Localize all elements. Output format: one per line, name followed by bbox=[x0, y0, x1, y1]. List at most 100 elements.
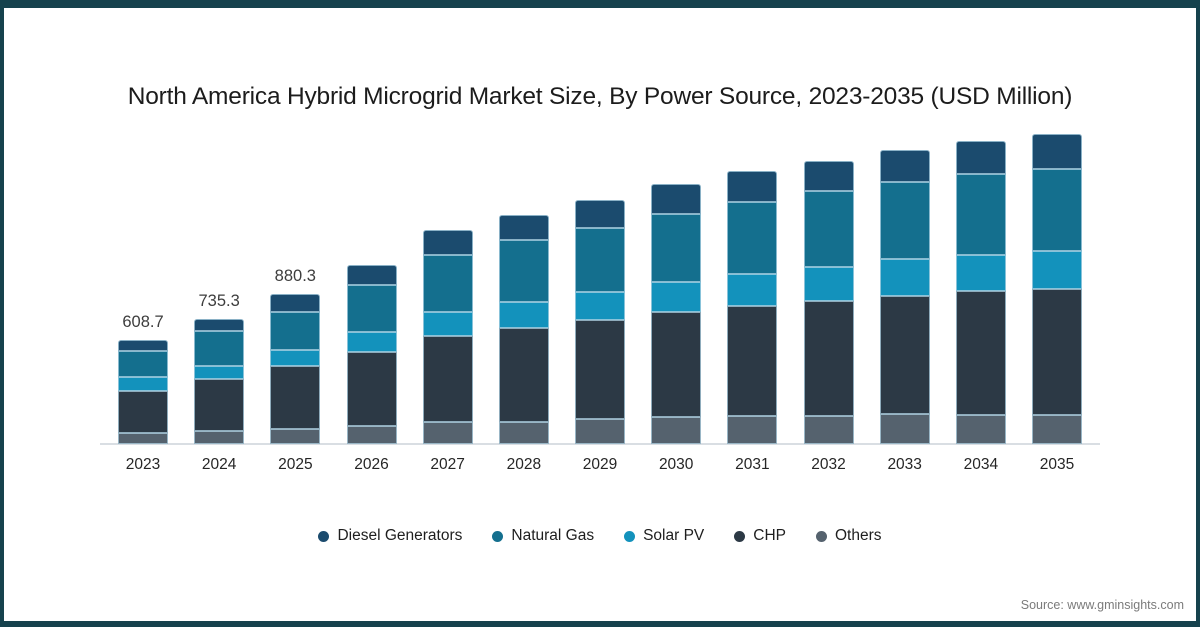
bar-segment-solar-pv-2035 bbox=[1032, 251, 1083, 289]
bar-segment-solar-pv-2023 bbox=[118, 376, 168, 392]
bar-segment-solar-pv-2030 bbox=[651, 282, 702, 313]
bar-segment-solar-pv-2034 bbox=[955, 254, 1006, 292]
legend: Diesel Generators Natural Gas Solar PV CHP O… bbox=[0, 527, 1200, 545]
legend-swatch-icon-solar-pv bbox=[624, 530, 636, 542]
bar-segment-diesel-generators-2031 bbox=[727, 171, 778, 202]
x-axis-label-2032: 2032 bbox=[811, 456, 846, 473]
bar-segment-diesel-generators-2034 bbox=[955, 141, 1006, 174]
bar-segment-solar-pv-2024 bbox=[194, 365, 245, 380]
bar-segment-chp-2028 bbox=[498, 328, 549, 423]
bar-segment-others-2029 bbox=[575, 418, 626, 444]
legend-swatch-icon-diesel-generators bbox=[318, 530, 330, 542]
bar-segment-others-2025 bbox=[270, 429, 321, 444]
bar-segment-chp-2030 bbox=[651, 312, 702, 418]
x-axis-label-2035: 2035 bbox=[1039, 456, 1075, 473]
chart-title: North America Hybrid Microgrid Market Si… bbox=[127, 83, 1073, 110]
x-axis-label-2030: 2030 bbox=[658, 456, 694, 473]
legend-label-diesel-generators: Diesel Generators bbox=[337, 527, 463, 544]
bar-segment-others-2028 bbox=[498, 422, 549, 444]
legend-item-chp: CHP bbox=[734, 527, 786, 545]
bar-segment-diesel-generators-2032 bbox=[803, 160, 854, 192]
bar-segment-natural-gas-2024 bbox=[194, 330, 245, 366]
x-axis-label-2023: 2023 bbox=[125, 456, 161, 473]
bar-segment-diesel-generators-2030 bbox=[651, 184, 702, 215]
bar-segment-diesel-generators-2035 bbox=[1032, 133, 1083, 169]
bar-segment-others-2027 bbox=[422, 422, 473, 444]
bar-segment-solar-pv-2027 bbox=[422, 311, 473, 337]
x-axis-line bbox=[100, 443, 1100, 445]
legend-item-diesel-generators: Diesel Generators bbox=[318, 527, 462, 545]
bar-segment-others-2034 bbox=[955, 414, 1006, 444]
legend-label-natural-gas: Natural Gas bbox=[511, 527, 595, 544]
bar-segment-natural-gas-2032 bbox=[803, 191, 854, 267]
bar-segment-diesel-generators-2033 bbox=[879, 149, 930, 183]
bar-segment-chp-2025 bbox=[270, 366, 321, 429]
bar-segment-chp-2024 bbox=[194, 379, 245, 431]
bar-segment-chp-2023 bbox=[118, 391, 168, 433]
bar-segment-natural-gas-2023 bbox=[118, 350, 168, 377]
bar-segment-others-2030 bbox=[651, 417, 702, 444]
bar-segment-solar-pv-2033 bbox=[879, 258, 930, 296]
legend-swatch-icon-others bbox=[816, 530, 827, 542]
legend-label-solar-pv: Solar PV bbox=[643, 527, 705, 544]
bar-segment-solar-pv-2025 bbox=[270, 349, 321, 367]
bar-segment-natural-gas-2035 bbox=[1032, 168, 1083, 252]
x-axis-label-2033: 2033 bbox=[887, 456, 922, 473]
legend-item-others: Others bbox=[816, 527, 882, 545]
bar-segment-natural-gas-2030 bbox=[651, 214, 702, 283]
bar-segment-others-2035 bbox=[1032, 414, 1083, 444]
bar-segment-natural-gas-2027 bbox=[422, 254, 473, 312]
legend-label-others: Others bbox=[835, 527, 882, 544]
total-value-label-2024: 735.3 bbox=[198, 291, 240, 310]
legend-swatch-icon-natural-gas bbox=[492, 530, 504, 542]
bar-segment-diesel-generators-2026 bbox=[346, 265, 397, 286]
bar-segment-others-2031 bbox=[727, 415, 778, 444]
bar-segment-natural-gas-2025 bbox=[270, 312, 321, 350]
x-axis-label-2031: 2031 bbox=[735, 456, 770, 473]
bar-segment-chp-2035 bbox=[1032, 288, 1083, 415]
bar-segment-natural-gas-2031 bbox=[727, 201, 778, 274]
bar-segment-chp-2027 bbox=[422, 336, 473, 423]
total-value-label-2025: 880.3 bbox=[274, 267, 316, 286]
x-axis-label-2025: 2025 bbox=[278, 456, 313, 473]
bar-segment-diesel-generators-2028 bbox=[498, 214, 549, 240]
bar-segment-chp-2029 bbox=[575, 319, 626, 419]
bar-segment-diesel-generators-2029 bbox=[575, 199, 626, 228]
bar-segment-chp-2034 bbox=[955, 291, 1006, 415]
legend-item-natural-gas: Natural Gas bbox=[492, 527, 594, 545]
bar-segment-natural-gas-2028 bbox=[498, 239, 549, 302]
x-axis-label-2026: 2026 bbox=[354, 456, 389, 473]
bar-segment-solar-pv-2031 bbox=[727, 273, 778, 306]
bar-segment-solar-pv-2032 bbox=[803, 266, 854, 302]
bar-segment-others-2023 bbox=[118, 432, 168, 444]
source-attribution: Source: www.gminsights.com bbox=[1020, 598, 1184, 612]
bar-segment-others-2024 bbox=[194, 430, 245, 444]
bar-segment-natural-gas-2033 bbox=[879, 182, 930, 259]
x-axis-label-2024: 2024 bbox=[201, 456, 237, 473]
bar-segment-diesel-generators-2023 bbox=[118, 340, 168, 351]
bar-segment-others-2026 bbox=[346, 425, 397, 444]
total-value-label-2023: 608.7 bbox=[122, 313, 164, 332]
legend-swatch-icon-chp bbox=[734, 530, 746, 542]
bar-segment-others-2033 bbox=[879, 414, 930, 444]
bar-segment-solar-pv-2028 bbox=[498, 301, 549, 329]
bar-segment-others-2032 bbox=[803, 415, 854, 444]
x-axis-label-2027: 2027 bbox=[430, 456, 465, 473]
bar-segment-solar-pv-2026 bbox=[346, 331, 397, 353]
bar-segment-diesel-generators-2027 bbox=[422, 230, 473, 255]
bar-segment-diesel-generators-2025 bbox=[270, 294, 321, 313]
legend-label-chp: CHP bbox=[753, 527, 786, 544]
x-axis-label-2029: 2029 bbox=[582, 456, 618, 473]
x-axis-label-2028: 2028 bbox=[506, 456, 542, 473]
bar-segment-natural-gas-2029 bbox=[575, 227, 626, 292]
bar-segment-natural-gas-2034 bbox=[955, 173, 1006, 255]
legend-item-solar-pv: Solar PV bbox=[624, 527, 704, 545]
bar-segment-chp-2033 bbox=[879, 295, 930, 414]
bar-segment-chp-2026 bbox=[346, 352, 397, 426]
bar-segment-chp-2032 bbox=[803, 301, 854, 416]
bar-segment-chp-2031 bbox=[727, 305, 778, 416]
bar-segment-natural-gas-2026 bbox=[346, 285, 397, 332]
x-axis-label-2034: 2034 bbox=[963, 456, 999, 473]
bar-segment-solar-pv-2029 bbox=[575, 291, 626, 320]
